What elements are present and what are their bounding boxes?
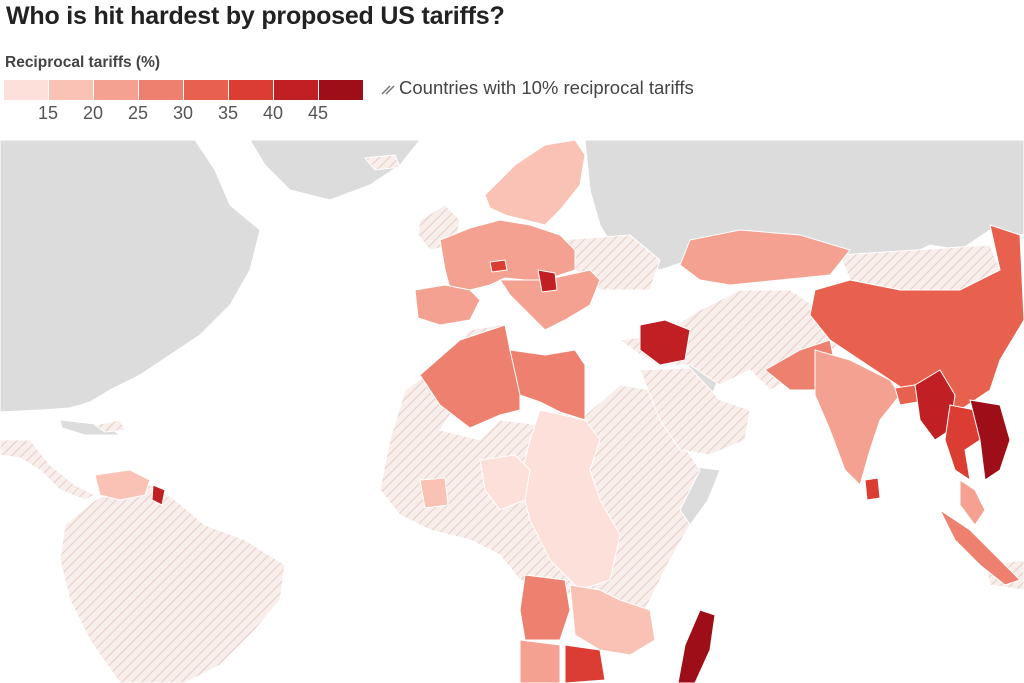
caribbean <box>93 419 126 433</box>
venezuela-colombia <box>94 469 151 501</box>
legend-tick: 30 <box>172 103 194 123</box>
legend-title: Reciprocal tariffs (%) <box>5 54 161 71</box>
namibia-south <box>519 639 561 683</box>
map-title: Who is hit hardest by proposed US tariff… <box>6 2 505 30</box>
madagascar <box>677 609 716 683</box>
legend-tick: 35 <box>217 103 239 123</box>
color-legend <box>4 80 364 100</box>
tariff-regions <box>94 140 1024 683</box>
north-america-landmass <box>0 140 261 413</box>
hatch-legend-label: Countries with 10% reciprocal tariffs <box>399 77 694 98</box>
hatch-legend: Countries with 10% reciprocal tariffs <box>381 77 694 99</box>
legend-tick: 40 <box>262 103 284 123</box>
india <box>814 349 901 486</box>
scandinavia <box>484 140 586 226</box>
legend-tick: 45 <box>307 103 329 123</box>
legend-ticks: 15 20 25 30 35 40 45 <box>0 103 400 127</box>
legend-swatch <box>274 80 318 100</box>
angola <box>519 574 571 641</box>
indonesia-sumatra <box>938 508 1021 586</box>
legend-swatch <box>229 80 273 100</box>
arabian-peninsula <box>639 367 751 456</box>
kazakhstan <box>679 229 851 286</box>
legend-swatch <box>139 80 183 100</box>
switzerland <box>489 259 508 273</box>
legend-swatch <box>319 80 363 100</box>
syria-iraq <box>639 319 691 366</box>
botswana <box>564 644 606 683</box>
legend-swatch <box>4 80 48 100</box>
legend-tick: 25 <box>127 103 149 123</box>
serbia <box>537 269 558 293</box>
southern-africa-a <box>569 584 656 656</box>
legend-tick: 15 <box>37 103 59 123</box>
iberia <box>414 284 481 326</box>
nigeria-region <box>479 454 531 511</box>
legend-swatch <box>49 80 93 100</box>
guyana <box>151 484 166 506</box>
iceland <box>364 154 401 171</box>
mexico-central-america <box>0 439 97 501</box>
libya <box>509 349 586 421</box>
greenland-landmass <box>249 140 421 201</box>
ivory-coast <box>419 477 449 509</box>
legend-swatch <box>94 80 138 100</box>
vietnam-laos-cambodia <box>969 399 1011 481</box>
sri-lanka <box>864 477 881 501</box>
legend-swatch <box>184 80 228 100</box>
malaysia <box>959 479 986 526</box>
italy-balkans <box>499 269 601 331</box>
algeria <box>419 324 521 429</box>
china <box>809 224 1024 411</box>
diagonal-hatch-icon <box>381 85 395 95</box>
world-map <box>0 140 1024 683</box>
south-america <box>59 484 286 683</box>
bangladesh <box>894 384 919 406</box>
legend-tick: 20 <box>82 103 104 123</box>
